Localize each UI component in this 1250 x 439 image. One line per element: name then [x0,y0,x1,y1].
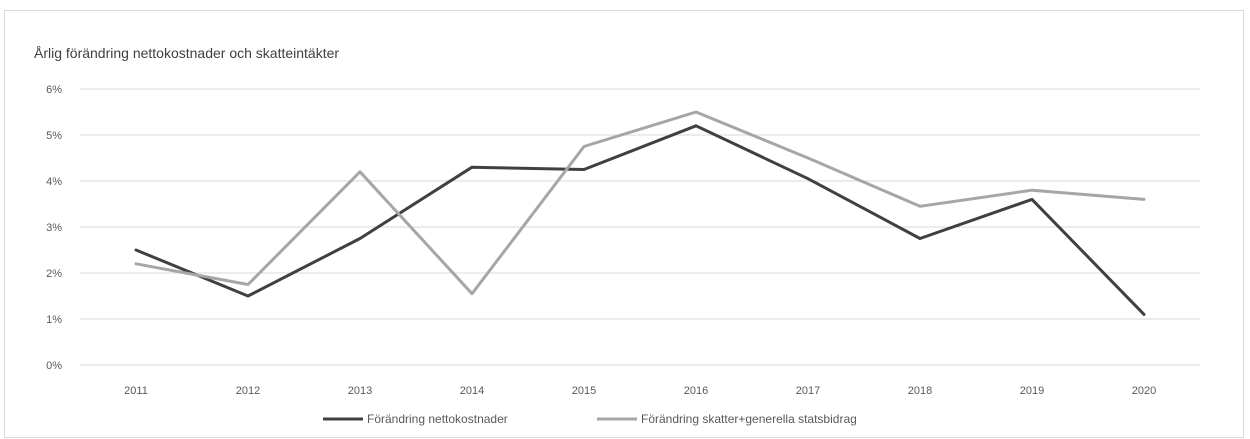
y-tick-label: 4% [46,176,62,188]
chart-frame [4,10,1244,438]
chart-title: Årlig förändring nettokostnader och skat… [34,45,339,61]
legend: Förändring nettokostnader Förändring skat… [323,412,857,426]
legend-label: Förändring nettokostnader [367,412,508,426]
series-line-1 [134,124,1146,316]
gridlines [80,88,1200,366]
y-tick-label: 1% [46,314,62,326]
series-lines [134,110,1146,316]
y-axis: 0% 1% 2% 3% 4% 5% 6% [46,84,62,372]
x-tick-label: 2020 [1132,385,1156,397]
y-tick-label: 2% [46,268,62,280]
legend-label: Förändring skatter+generella statsbidrag [641,412,857,426]
y-tick-label: 3% [46,222,62,234]
x-tick-label: 2018 [908,385,932,397]
series-line-2 [134,110,1146,296]
x-tick-label: 2014 [460,385,484,397]
x-tick-label: 2019 [1020,385,1044,397]
x-tick-label: 2016 [684,385,708,397]
x-tick-label: 2011 [124,385,148,397]
x-tick-label: 2012 [236,385,260,397]
y-tick-label: 6% [46,84,62,96]
y-tick-label: 0% [46,360,62,372]
x-tick-label: 2015 [572,385,596,397]
x-tick-label: 2013 [348,385,372,397]
x-tick-label: 2017 [796,385,820,397]
x-axis: 2011 2012 2013 2014 2015 2016 2017 2018 2019 2020 [124,385,1156,397]
y-tick-label: 5% [46,130,62,142]
